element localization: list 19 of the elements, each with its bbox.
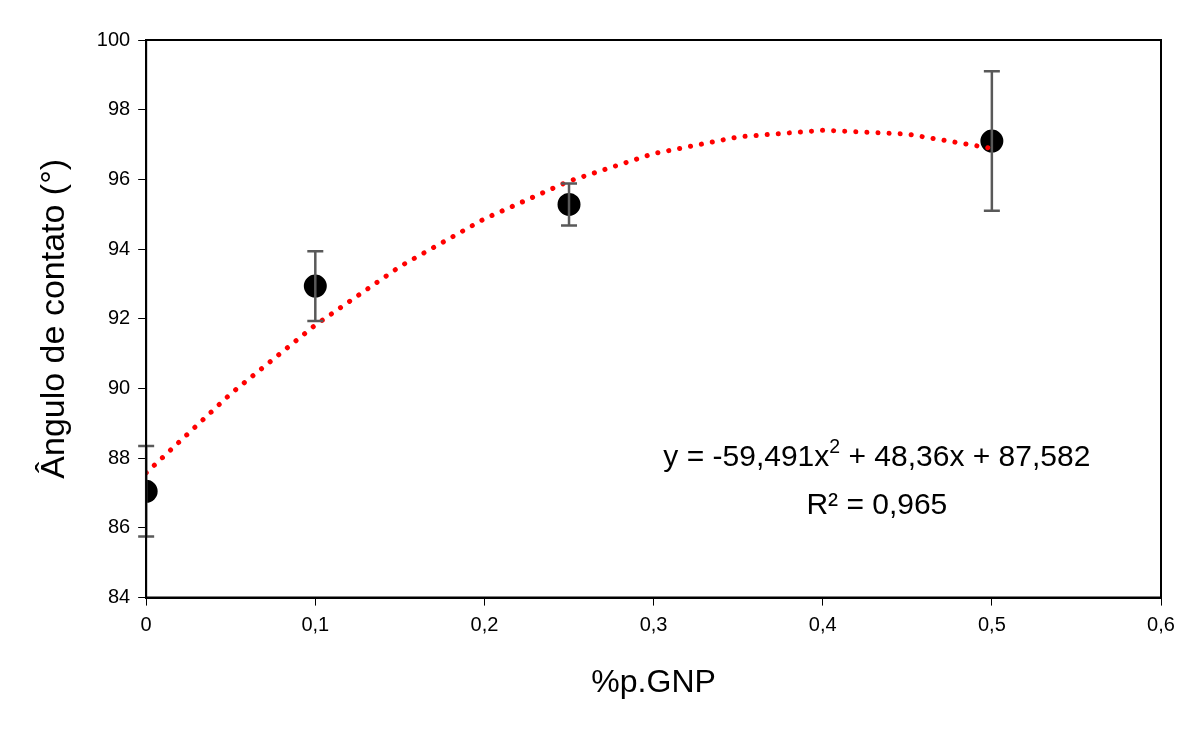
- y-tick-label: 96: [107, 166, 131, 189]
- x-tick-label: 0: [140, 613, 152, 636]
- y-tick-label: 90: [107, 376, 131, 399]
- x-tick-label: 0,4: [808, 613, 837, 636]
- x-axis-title: %p.GNP: [591, 662, 716, 699]
- x-tick-label: 0,1: [301, 613, 330, 636]
- y-tick-label: 86: [107, 515, 131, 538]
- y-tick-label: 84: [107, 585, 131, 608]
- annotation: R² = 0,965: [806, 487, 948, 521]
- y-tick-label: 88: [107, 445, 131, 468]
- y-tick-label: 98: [107, 97, 131, 120]
- y-tick-label: 92: [107, 306, 131, 329]
- x-tick-label: 0,6: [1147, 613, 1175, 636]
- x-tick-label: 0,2: [470, 613, 499, 636]
- x-tick-label: 0,5: [977, 613, 1006, 636]
- y-axis-title: Ângulo de contato (°): [32, 158, 71, 479]
- y-tick-label: 100: [96, 27, 131, 50]
- y-tick-label: 94: [107, 236, 131, 259]
- x-tick-label: 0,3: [639, 613, 668, 636]
